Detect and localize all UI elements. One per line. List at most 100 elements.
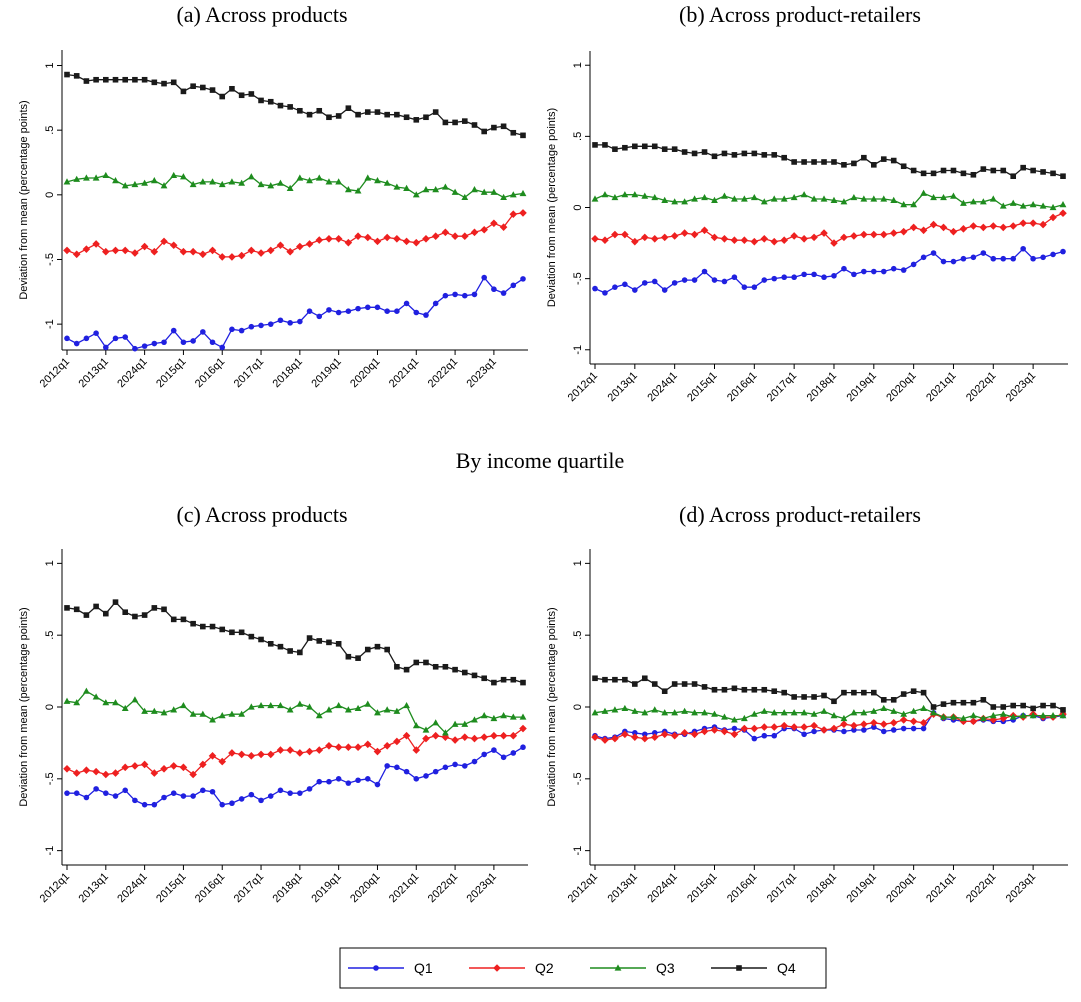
point	[950, 192, 957, 199]
point	[641, 280, 648, 286]
point	[850, 232, 858, 240]
point	[64, 335, 70, 342]
point	[500, 676, 507, 683]
point	[258, 322, 264, 329]
point	[442, 292, 449, 299]
point	[73, 606, 80, 613]
y-tick-label: 0	[572, 704, 584, 710]
point	[355, 111, 361, 118]
point	[711, 196, 718, 203]
point	[999, 710, 1007, 717]
point	[651, 730, 658, 736]
point	[257, 701, 265, 709]
point	[880, 697, 887, 703]
point	[519, 724, 527, 733]
point	[315, 712, 323, 719]
point	[860, 709, 868, 716]
point	[751, 735, 758, 742]
point	[219, 626, 226, 633]
point	[890, 727, 897, 733]
x-tick-label: 2019q1	[844, 370, 878, 404]
point	[306, 308, 313, 315]
point	[73, 73, 80, 79]
point	[612, 284, 618, 290]
point	[480, 733, 488, 741]
x-tick-label: 2013q1	[606, 370, 640, 404]
point	[710, 233, 719, 242]
point	[1029, 219, 1037, 227]
point	[889, 229, 898, 237]
point	[83, 174, 90, 181]
point	[180, 88, 187, 95]
point	[821, 692, 827, 699]
point	[248, 791, 255, 798]
point	[277, 643, 284, 650]
point	[861, 727, 867, 733]
point	[423, 659, 429, 666]
point	[461, 193, 469, 201]
point	[800, 723, 808, 731]
point	[500, 193, 507, 201]
point	[850, 721, 858, 730]
point	[170, 171, 178, 179]
point	[170, 79, 177, 86]
point	[112, 76, 119, 83]
point	[161, 794, 167, 801]
point	[335, 309, 342, 316]
section-heading: By income quartile	[456, 448, 625, 473]
point	[219, 801, 226, 808]
point	[670, 731, 679, 740]
point	[1059, 209, 1067, 217]
point	[229, 629, 235, 636]
point	[150, 247, 159, 256]
point	[316, 107, 323, 114]
point	[490, 731, 498, 740]
point	[276, 746, 285, 754]
point	[1009, 222, 1018, 230]
point	[161, 339, 167, 346]
point	[413, 117, 420, 123]
point	[880, 268, 887, 275]
point	[384, 111, 390, 118]
series-line	[594, 247, 1064, 294]
point	[238, 92, 245, 99]
point	[364, 174, 372, 181]
point	[277, 701, 284, 709]
point	[990, 167, 997, 174]
legend-label: Q2	[535, 960, 554, 976]
point	[199, 760, 207, 769]
y-tick-label: 1	[44, 62, 56, 68]
point	[461, 292, 468, 299]
point	[441, 228, 450, 237]
point	[770, 195, 778, 202]
point	[960, 255, 967, 262]
point	[229, 800, 235, 807]
point	[199, 250, 207, 259]
point	[790, 193, 798, 201]
point	[602, 142, 608, 148]
point	[602, 290, 608, 296]
point	[73, 340, 80, 347]
point	[810, 195, 818, 202]
point	[384, 308, 390, 315]
point	[940, 701, 947, 707]
point	[461, 720, 469, 727]
point	[345, 308, 352, 315]
point	[471, 758, 478, 765]
point	[960, 699, 967, 706]
point	[131, 180, 139, 188]
point	[179, 763, 188, 772]
point	[810, 710, 818, 717]
point	[141, 76, 148, 83]
point	[374, 177, 381, 184]
point	[880, 195, 888, 202]
point	[286, 706, 294, 713]
point	[344, 186, 352, 193]
point	[326, 639, 332, 646]
point	[432, 186, 440, 193]
point	[287, 104, 293, 110]
point	[383, 179, 391, 186]
point	[189, 247, 197, 256]
y-axis-title: Deviation from mean (percentage points)	[18, 100, 30, 299]
point	[228, 749, 236, 757]
